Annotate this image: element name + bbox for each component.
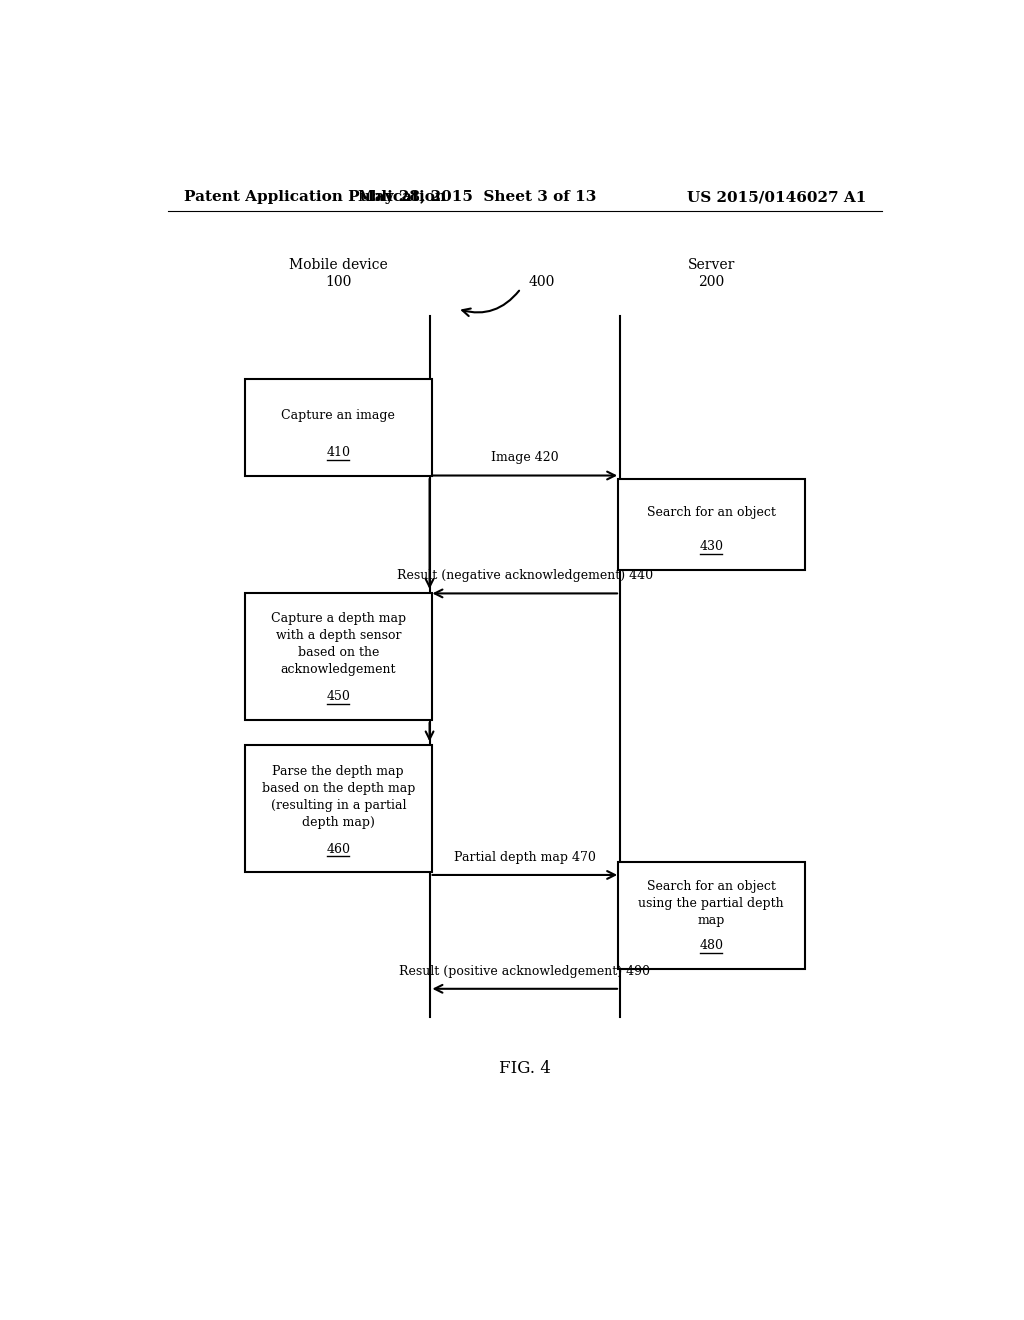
Text: US 2015/0146027 A1: US 2015/0146027 A1: [687, 190, 866, 205]
Text: Search for an object
using the partial depth
map: Search for an object using the partial d…: [639, 880, 784, 927]
Text: Search for an object: Search for an object: [647, 506, 776, 519]
Text: 100: 100: [325, 276, 351, 289]
Text: Parse the depth map
based on the depth map
(resulting in a partial
depth map): Parse the depth map based on the depth m…: [261, 764, 415, 829]
Text: 450: 450: [327, 690, 350, 704]
Text: Capture an image: Capture an image: [282, 409, 395, 422]
Text: 200: 200: [698, 276, 724, 289]
FancyBboxPatch shape: [245, 593, 431, 719]
Text: Image 420: Image 420: [490, 451, 559, 465]
Text: Capture a depth map
with a depth sensor
based on the
acknowledgement: Capture a depth map with a depth sensor …: [270, 612, 406, 676]
Text: Mobile device: Mobile device: [289, 259, 388, 272]
Text: May 28, 2015  Sheet 3 of 13: May 28, 2015 Sheet 3 of 13: [358, 190, 596, 205]
Text: 410: 410: [327, 446, 350, 459]
Text: 480: 480: [699, 939, 723, 952]
Text: Result (negative acknowledgement) 440: Result (negative acknowledgement) 440: [396, 569, 653, 582]
Text: Partial depth map 470: Partial depth map 470: [454, 851, 596, 863]
FancyBboxPatch shape: [245, 746, 431, 873]
Text: Result (positive acknowledgement) 490: Result (positive acknowledgement) 490: [399, 965, 650, 978]
FancyBboxPatch shape: [618, 862, 805, 969]
Text: FIG. 4: FIG. 4: [499, 1060, 551, 1077]
Text: 400: 400: [528, 276, 555, 289]
Text: 430: 430: [699, 540, 723, 553]
Text: Patent Application Publication: Patent Application Publication: [183, 190, 445, 205]
FancyBboxPatch shape: [245, 379, 431, 477]
Text: 460: 460: [327, 842, 350, 855]
Text: Server: Server: [687, 259, 735, 272]
FancyBboxPatch shape: [618, 479, 805, 570]
FancyArrowPatch shape: [462, 290, 519, 315]
